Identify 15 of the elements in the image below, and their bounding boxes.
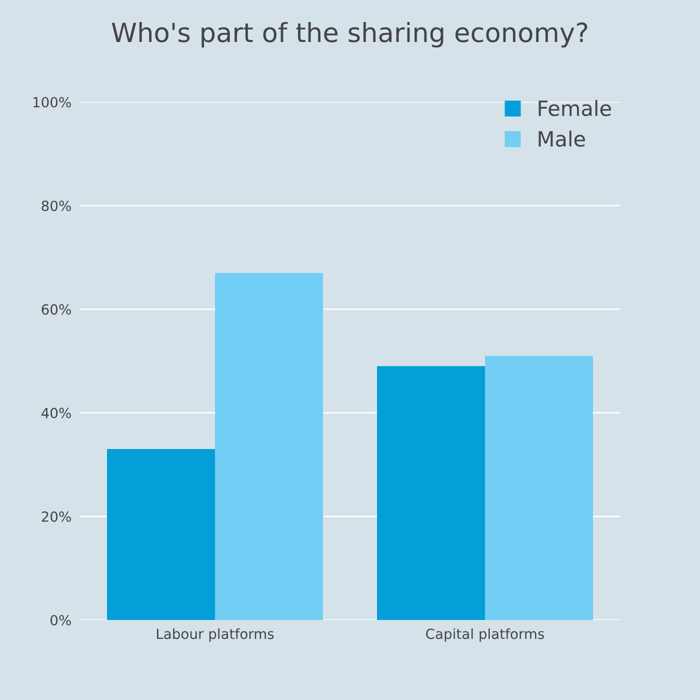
- legend-label: Female: [538, 100, 611, 116]
- bar: [377, 366, 485, 620]
- y-tick-label: 20%: [42, 511, 71, 522]
- y-tick-label: 80%: [42, 200, 71, 212]
- legend-label: Male: [538, 130, 585, 147]
- bar: [215, 272, 323, 620]
- bar: [107, 449, 215, 620]
- x-tick-label: Labour platforms: [156, 628, 274, 642]
- bar: [485, 356, 593, 620]
- y-tick-label: 100%: [33, 96, 71, 108]
- chart-title: Who's part of the sharing economy?: [112, 22, 588, 48]
- x-tick-label: Capital platforms: [426, 628, 544, 642]
- y-tick-label: 0%: [50, 614, 71, 626]
- y-tick-label: 40%: [41, 408, 71, 418]
- y-tick-label: 60%: [42, 304, 71, 315]
